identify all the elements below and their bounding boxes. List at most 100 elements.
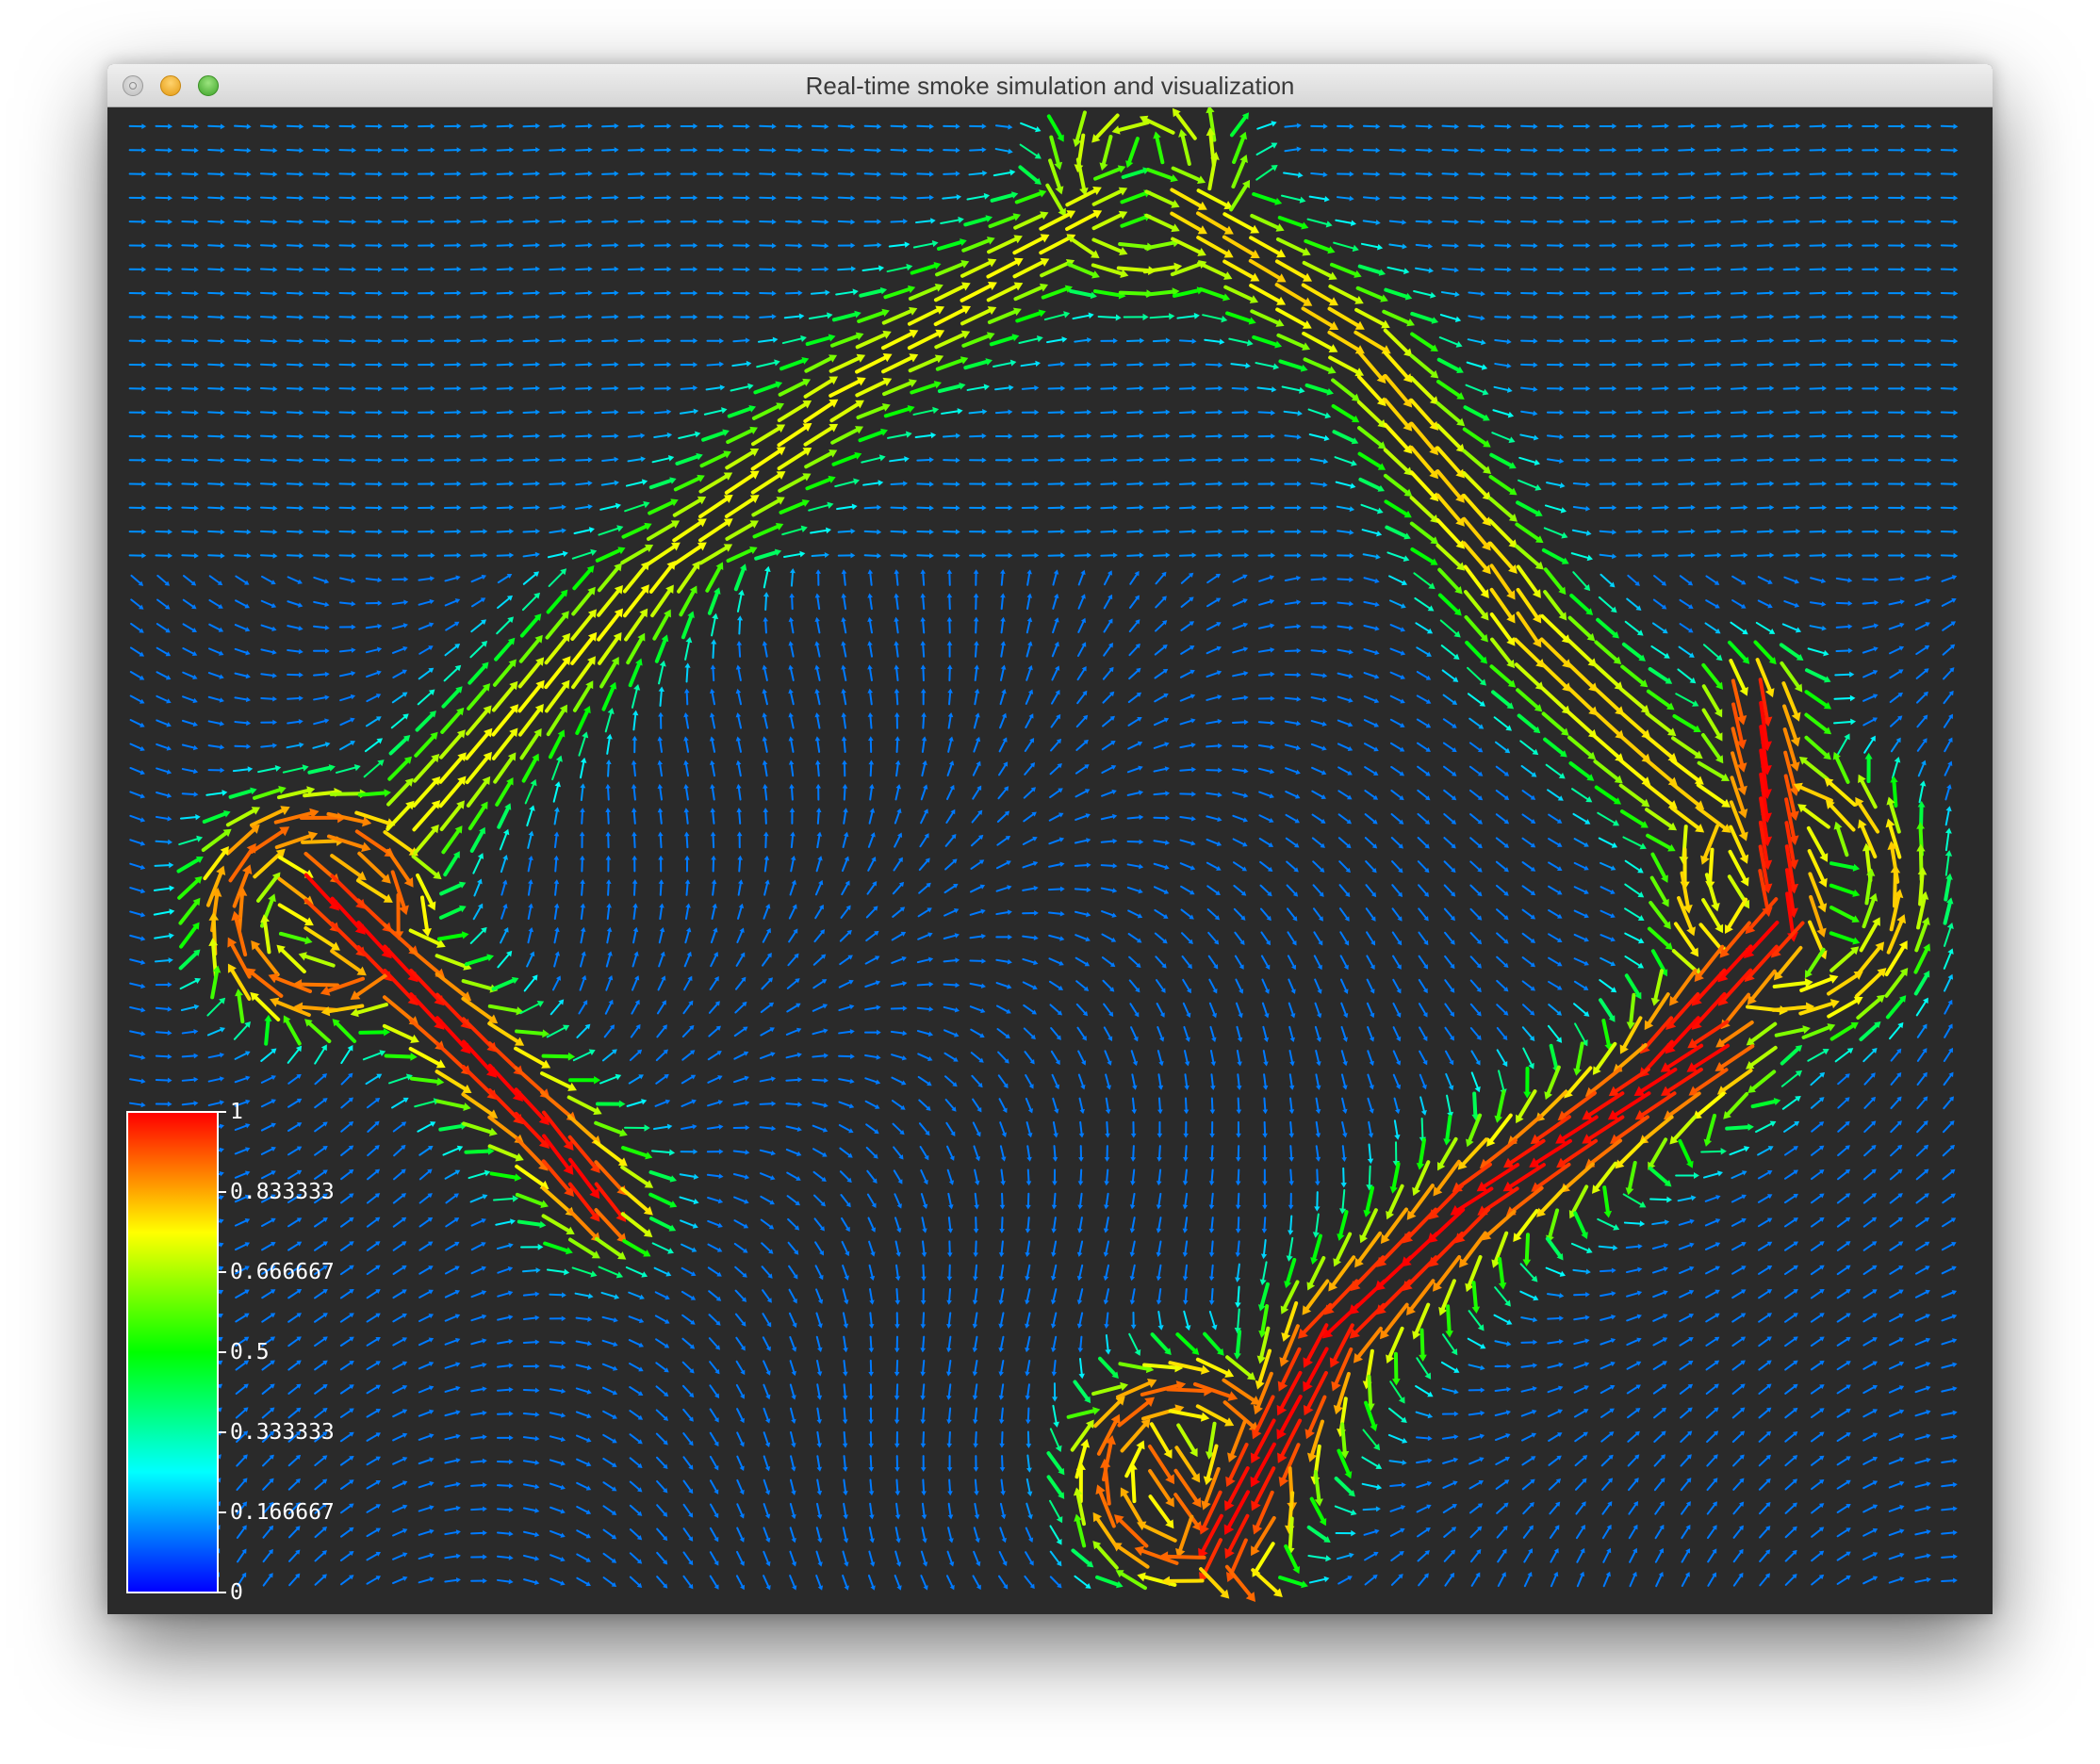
velocity-glyph	[921, 1217, 927, 1233]
velocity-glyph	[1494, 267, 1512, 272]
velocity-glyph	[181, 314, 199, 320]
velocity-glyph	[760, 1002, 775, 1014]
velocity-glyph	[1091, 187, 1128, 206]
velocity-glyph	[468, 662, 489, 685]
velocity-glyph	[1433, 1159, 1461, 1197]
velocity-glyph	[179, 922, 200, 949]
velocity-glyph	[789, 783, 795, 801]
velocity-glyph	[571, 1266, 598, 1278]
velocity-glyph	[625, 479, 648, 487]
velocity-glyph	[1051, 1192, 1058, 1210]
velocity-glyph	[1572, 219, 1591, 225]
velocity-glyph	[1074, 409, 1092, 416]
velocity-glyph	[1837, 1097, 1850, 1109]
velocity-glyph	[1914, 1433, 1931, 1441]
velocity-glyph	[1443, 837, 1456, 849]
velocity-glyph	[887, 431, 912, 439]
velocity-glyph	[1441, 219, 1460, 225]
velocity-glyph	[1705, 1266, 1721, 1275]
velocity-glyph	[1127, 692, 1142, 704]
velocity-glyph	[732, 1124, 750, 1131]
velocity-glyph	[1571, 788, 1593, 803]
velocity-glyph	[1502, 1163, 1546, 1192]
velocity-glyph	[469, 122, 488, 129]
velocity-glyph	[1206, 767, 1222, 774]
velocity-glyph	[605, 879, 612, 896]
velocity-glyph	[1547, 1362, 1564, 1369]
velocity-glyph	[1523, 1571, 1533, 1588]
velocity-glyph	[338, 219, 357, 225]
title-bar[interactable]: Real-time smoke simulation and visualiza…	[107, 64, 1993, 107]
velocity-glyph	[698, 518, 733, 543]
velocity-glyph	[1619, 809, 1649, 828]
velocity-glyph	[128, 290, 147, 297]
velocity-glyph	[1416, 718, 1432, 728]
velocity-glyph	[1364, 790, 1379, 800]
velocity-glyph	[1862, 1409, 1879, 1418]
velocity-glyph	[469, 641, 488, 659]
velocity-glyph	[1696, 783, 1731, 808]
velocity-glyph	[287, 1454, 302, 1467]
velocity-glyph	[470, 1242, 486, 1251]
velocity-glyph	[789, 879, 797, 896]
velocity-glyph	[575, 481, 593, 486]
velocity-glyph	[1393, 1097, 1401, 1115]
velocity-glyph	[1361, 529, 1383, 537]
velocity-glyph	[1232, 646, 1249, 654]
velocity-glyph	[522, 504, 541, 511]
velocity-glyph	[314, 1408, 328, 1419]
velocity-glyph	[1026, 569, 1032, 586]
velocity-glyph	[652, 1123, 673, 1131]
velocity-glyph	[788, 736, 795, 753]
velocity-glyph	[470, 1577, 487, 1584]
velocity-glyph	[1018, 165, 1042, 186]
velocity-glyph	[1014, 189, 1047, 204]
velocity-glyph	[1625, 1160, 1637, 1196]
velocity-glyph	[314, 1550, 327, 1562]
velocity-glyph	[1572, 290, 1591, 297]
velocity-glyph	[1782, 147, 1801, 153]
velocity-glyph	[1153, 742, 1170, 749]
velocity-glyph	[1572, 195, 1591, 201]
velocity-glyph	[234, 242, 252, 249]
velocity-glyph	[1543, 590, 1567, 621]
velocity-glyph	[1251, 1466, 1276, 1511]
velocity-glyph	[805, 475, 836, 491]
velocity-glyph	[1494, 1433, 1511, 1442]
velocity-glyph	[1468, 315, 1485, 321]
close-button[interactable]	[123, 75, 143, 96]
velocity-glyph	[814, 904, 824, 920]
velocity-glyph	[1729, 800, 1748, 841]
velocity-glyph	[129, 1078, 146, 1085]
colorbar-tick	[219, 1511, 226, 1513]
velocity-glyph	[894, 760, 901, 777]
velocity-glyph	[1284, 552, 1302, 559]
velocity-glyph	[1021, 433, 1040, 439]
velocity-glyph	[1596, 617, 1619, 639]
minimize-button[interactable]	[160, 75, 181, 96]
velocity-glyph	[973, 736, 981, 753]
velocity-glyph	[287, 1289, 303, 1299]
velocity-glyph	[1678, 409, 1696, 416]
velocity-glyph	[892, 906, 906, 918]
velocity-glyph	[708, 1001, 720, 1014]
velocity-glyph	[418, 1505, 435, 1512]
velocity-glyph	[444, 1433, 461, 1441]
velocity-glyph	[601, 337, 619, 344]
velocity-glyph	[684, 855, 690, 873]
velocity-glyph	[1103, 618, 1113, 633]
velocity-glyph	[973, 1550, 981, 1567]
velocity-glyph	[339, 1455, 354, 1466]
velocity-glyph	[1329, 262, 1362, 278]
velocity-glyph	[1471, 1281, 1481, 1315]
simulation-canvas[interactable]: 1 0.833333 0.666667 0.5 0.333333 0.166667 0	[107, 107, 1993, 1614]
velocity-glyph	[259, 267, 278, 273]
velocity-glyph	[960, 306, 997, 326]
velocity-glyph	[441, 686, 463, 709]
velocity-glyph	[1046, 336, 1068, 344]
velocity-glyph	[522, 1460, 540, 1465]
maximize-button[interactable]	[198, 75, 219, 96]
velocity-glyph	[1705, 1313, 1720, 1323]
velocity-glyph	[680, 123, 698, 129]
velocity-glyph	[234, 433, 252, 440]
